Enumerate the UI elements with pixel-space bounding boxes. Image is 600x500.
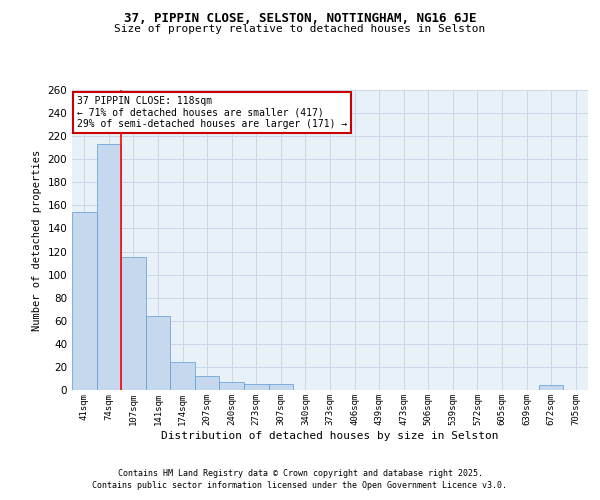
- Bar: [269, 384, 293, 390]
- Text: Contains public sector information licensed under the Open Government Licence v3: Contains public sector information licen…: [92, 481, 508, 490]
- Bar: [195, 376, 220, 390]
- X-axis label: Distribution of detached houses by size in Selston: Distribution of detached houses by size …: [161, 430, 499, 440]
- Bar: [244, 384, 269, 390]
- Bar: [539, 386, 563, 390]
- Text: Size of property relative to detached houses in Selston: Size of property relative to detached ho…: [115, 24, 485, 34]
- Bar: [97, 144, 121, 390]
- Y-axis label: Number of detached properties: Number of detached properties: [32, 150, 42, 330]
- Bar: [170, 362, 195, 390]
- Text: 37 PIPPIN CLOSE: 118sqm
← 71% of detached houses are smaller (417)
29% of semi-d: 37 PIPPIN CLOSE: 118sqm ← 71% of detache…: [77, 96, 347, 129]
- Text: Contains HM Land Registry data © Crown copyright and database right 2025.: Contains HM Land Registry data © Crown c…: [118, 468, 482, 477]
- Bar: [220, 382, 244, 390]
- Bar: [121, 258, 146, 390]
- Text: 37, PIPPIN CLOSE, SELSTON, NOTTINGHAM, NG16 6JE: 37, PIPPIN CLOSE, SELSTON, NOTTINGHAM, N…: [124, 12, 476, 26]
- Bar: [146, 316, 170, 390]
- Bar: [72, 212, 97, 390]
